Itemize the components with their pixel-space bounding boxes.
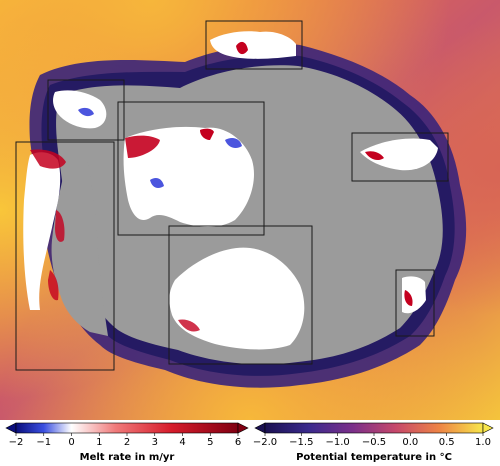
- inset-frame-ross: [168, 225, 313, 365]
- temp_colorbar-tick-label: 1.0: [475, 437, 491, 448]
- inset-frame-amery: [351, 132, 449, 182]
- melt_colorbar-tick-label: −2: [9, 437, 24, 448]
- temp_colorbar-tick-label: 0.5: [439, 437, 455, 448]
- temp-colorbar: −2.0 −1.5 −1.0 −0.5 0.0 0.5 1.0 Potential temp…: [253, 422, 494, 463]
- antarctic-peninsula: [51, 150, 108, 336]
- temp_colorbar-tick-label: −0.5: [362, 437, 386, 448]
- inset-frame-peninsula: [15, 141, 115, 371]
- melt_colorbar-tick-label: 5: [207, 437, 213, 448]
- temp_colorbar-tick-label: −1.0: [326, 437, 350, 448]
- melt_colorbar-tick-label: 3: [152, 437, 158, 448]
- temp_colorbar-tick-label: 0.0: [402, 437, 418, 448]
- melt_colorbar-tick-label: 4: [179, 437, 185, 448]
- melt-hotspots: [30, 41, 413, 332]
- temp-colorbar-high-arrow: [482, 422, 494, 434]
- melt-colorbar-title: Melt rate in m/yr: [80, 452, 175, 463]
- ice-shelf-fimbul: [210, 31, 296, 59]
- melt_colorbar-tick-label: 6: [235, 437, 241, 448]
- melt_colorbar-tick-label: 2: [124, 437, 130, 448]
- melt-colorbar-ramp: [15, 422, 239, 434]
- inset-frame-totten: [395, 269, 435, 337]
- inset-frame-fimbul: [205, 20, 303, 70]
- melt_colorbar-tick-label: −1: [36, 437, 51, 448]
- inset-frame-getz: [47, 79, 125, 141]
- ice-shelf-larsen: [23, 152, 61, 310]
- inset-frames: [15, 20, 449, 371]
- temp-colorbar-title: Potential temperature in °C: [296, 452, 452, 463]
- inset-frame-ronne: [117, 101, 265, 236]
- refreeze-zones: [78, 107, 242, 188]
- ice-shelf-ronne: [123, 126, 255, 227]
- ice-shelf-ross: [169, 247, 305, 350]
- temp_colorbar-tick-label: −2.0: [253, 437, 277, 448]
- melt-colorbar-low-arrow: [5, 422, 17, 434]
- ice-shelf-amery: [360, 138, 438, 171]
- melt-colorbar: −2 −1 0 1 2 3 4 5 6 Melt rate in m/yr: [5, 422, 249, 463]
- temp-colorbar-low-arrow: [254, 422, 266, 434]
- melt_colorbar-tick-label: 1: [96, 437, 102, 448]
- temp_colorbar-tick-label: −1.5: [289, 437, 313, 448]
- temp-colorbar-ramp: [264, 422, 484, 434]
- melt_colorbar-tick-label: 0: [68, 437, 74, 448]
- melt-colorbar-high-arrow: [237, 422, 249, 434]
